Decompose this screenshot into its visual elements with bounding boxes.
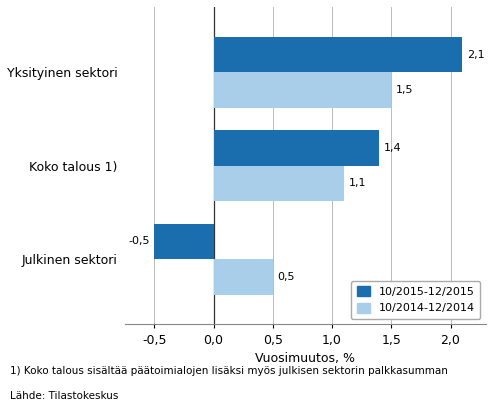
- Text: 1,4: 1,4: [384, 143, 402, 153]
- Bar: [213, 166, 344, 201]
- X-axis label: Vuosimuutos, %: Vuosimuutos, %: [255, 352, 355, 365]
- Text: 1,1: 1,1: [349, 178, 366, 188]
- Bar: [154, 224, 213, 259]
- Bar: [213, 37, 462, 72]
- Text: Lähde: Tilastokeskus: Lähde: Tilastokeskus: [10, 391, 118, 401]
- Legend: 10/2015-12/2015, 10/2014-12/2014: 10/2015-12/2015, 10/2014-12/2014: [351, 281, 481, 319]
- Text: 1) Koko talous sisältää päätoimialojen lisäksi myös julkisen sektorin palkkasumm: 1) Koko talous sisältää päätoimialojen l…: [10, 366, 448, 376]
- Bar: [213, 72, 391, 108]
- Text: 1,5: 1,5: [396, 85, 414, 95]
- Text: -0,5: -0,5: [128, 236, 149, 246]
- Bar: [213, 130, 380, 166]
- Bar: [213, 259, 273, 295]
- Text: 0,5: 0,5: [278, 272, 295, 282]
- Text: 2,1: 2,1: [467, 50, 485, 59]
